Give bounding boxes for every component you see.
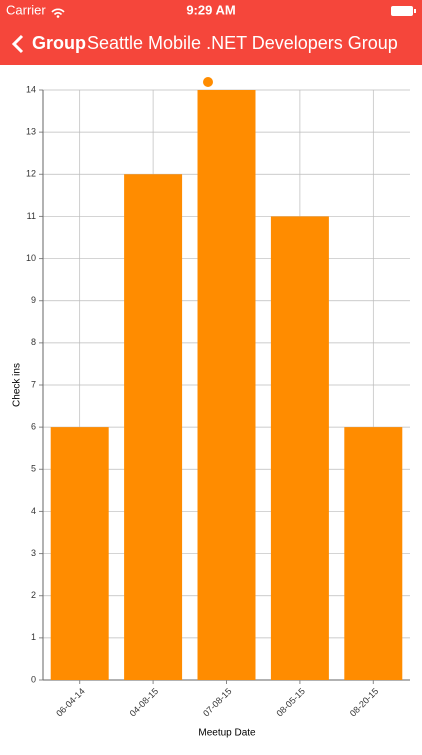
bar [50,427,109,680]
x-tick-label: 04-08-15 [128,686,161,719]
y-tick-label: 13 [26,127,36,137]
bar [270,216,329,680]
battery-icon [391,6,413,16]
x-tick-label: 08-05-15 [274,686,307,719]
selection-marker [203,77,213,87]
y-tick-label: 8 [31,337,36,347]
header-background [0,0,422,65]
clock: 9:29 AM [186,2,235,17]
y-tick-label: 7 [31,379,36,389]
back-chevron[interactable] [11,34,24,54]
battery-tip [414,9,416,13]
y-tick-label: 2 [31,590,36,600]
x-axis-title: Meetup Date [198,728,256,739]
bar [197,90,256,680]
y-tick-label: 5 [31,464,36,474]
y-axis-title: Check ins [12,363,23,407]
bar [124,174,183,681]
x-tick-label: 08-20-15 [348,686,381,719]
y-tick-label: 3 [31,548,36,558]
y-tick-label: 9 [31,295,36,305]
y-tick-label: 11 [27,211,36,221]
nav-title: Seattle Mobile .NET Developers Group [87,33,398,53]
y-tick-label: 6 [31,422,36,432]
y-tick-label: 1 [31,632,36,642]
carrier: Carrier [6,2,46,17]
bar [344,427,403,680]
x-tick-label: 06-04-14 [54,686,87,719]
x-tick-label: 07-08-15 [201,686,234,719]
y-tick-label: 10 [26,253,36,263]
wifi-dot [56,15,60,18]
y-tick-label: 14 [26,84,36,94]
y-tick-label: 12 [26,169,36,179]
back-button[interactable]: Group [32,33,86,53]
wifi-icon [51,8,65,16]
y-tick-label: 4 [31,506,36,516]
y-tick-label: 0 [31,674,36,684]
